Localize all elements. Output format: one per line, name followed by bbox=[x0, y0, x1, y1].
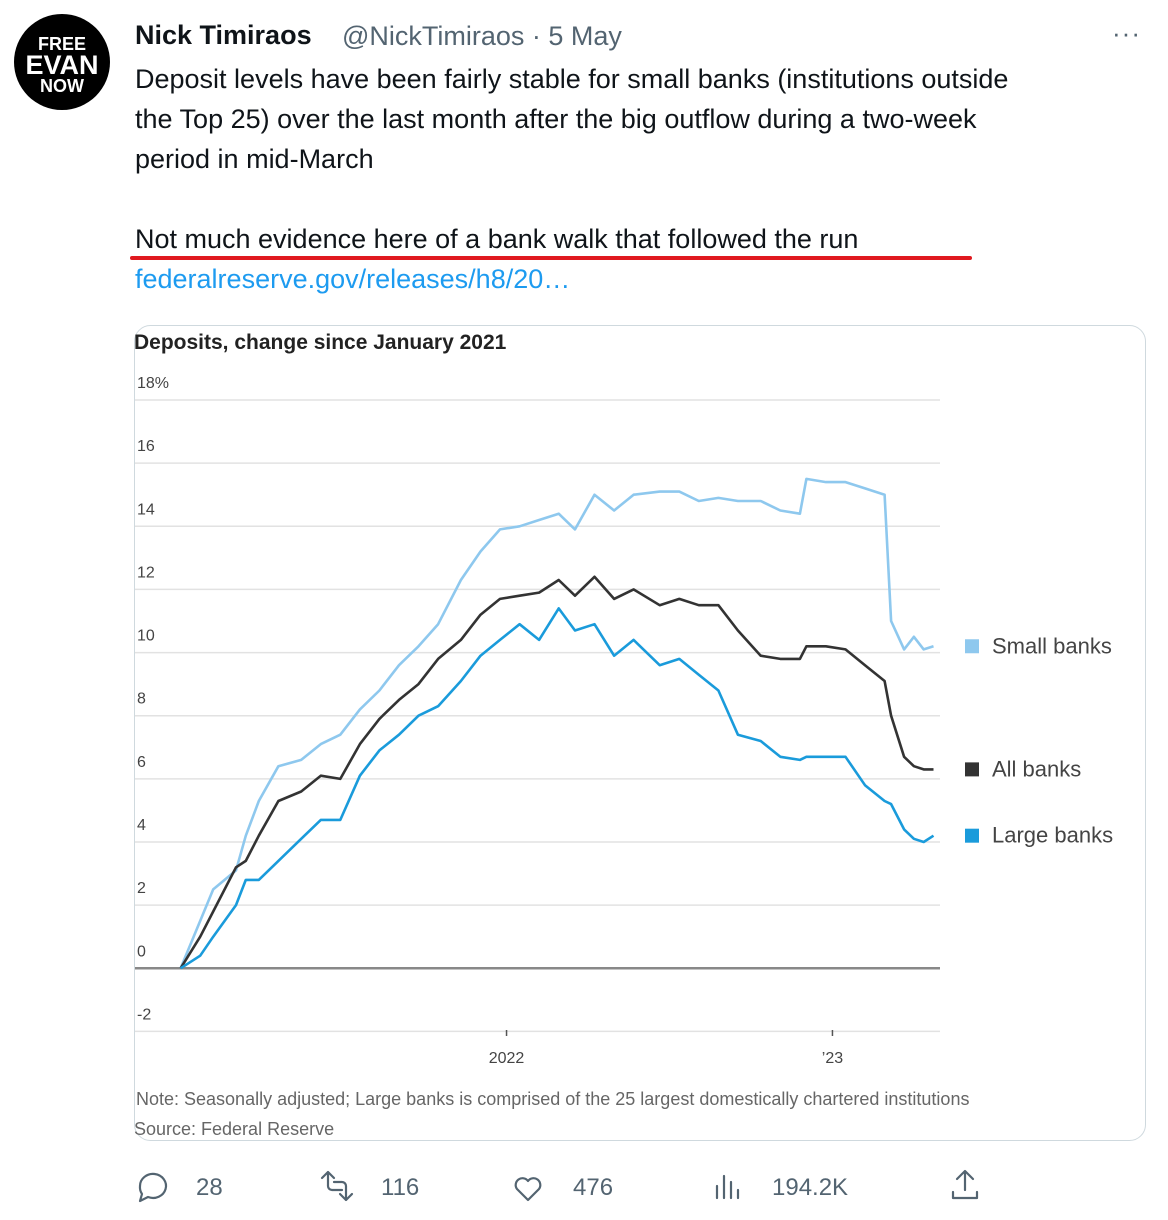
y-tick-label: 8 bbox=[137, 691, 146, 708]
y-tick-label: 4 bbox=[137, 817, 146, 834]
tweet-text: Not much evidence here of a bank walk th… bbox=[135, 224, 859, 254]
views-icon[interactable] bbox=[715, 1174, 740, 1200]
avatar-text: EVAN bbox=[25, 50, 99, 80]
legend-swatch bbox=[965, 762, 979, 777]
avatar-text: NOW bbox=[40, 76, 84, 96]
series-line bbox=[179, 575, 934, 969]
tweet-text: period in mid-March bbox=[135, 144, 374, 174]
more-menu[interactable]: ··· bbox=[1112, 18, 1141, 48]
author-handle[interactable]: @NickTimiraos · 5 May bbox=[342, 21, 622, 51]
y-tick-label: 2 bbox=[137, 880, 146, 897]
series-line bbox=[179, 477, 934, 969]
retweet-icon[interactable] bbox=[320, 1170, 354, 1202]
legend-swatch bbox=[965, 639, 979, 654]
chart: Deposits, change since January 2021 Note… bbox=[134, 325, 1146, 1141]
reply-count[interactable]: 28 bbox=[196, 1174, 223, 1201]
legend-label: Small banks bbox=[992, 633, 1112, 658]
legend-label: All banks bbox=[992, 756, 1081, 781]
legend-label: Large banks bbox=[992, 823, 1113, 848]
x-tick-label: 2022 bbox=[489, 1050, 525, 1067]
red-underline bbox=[130, 256, 972, 260]
tweet-link[interactable]: federalreserve.gov/releases/h8/20… bbox=[135, 264, 571, 294]
y-tick-label: 6 bbox=[137, 754, 146, 771]
y-tick-label: 18% bbox=[137, 375, 169, 392]
author-name[interactable]: Nick Timiraos bbox=[135, 20, 312, 50]
avatar-text: FREE bbox=[37, 34, 86, 54]
share-icon[interactable] bbox=[951, 1169, 979, 1200]
x-tick-label: ’23 bbox=[822, 1050, 843, 1067]
y-tick-label: 0 bbox=[137, 943, 146, 960]
chart-source: Source: Federal Reserve bbox=[134, 1119, 334, 1139]
tweet-text: Deposit levels have been fairly stable f… bbox=[135, 64, 1009, 94]
y-tick-label: 16 bbox=[137, 438, 155, 455]
y-tick-label: 10 bbox=[137, 628, 155, 645]
legend-swatch bbox=[965, 828, 979, 843]
y-tick-label: 12 bbox=[137, 564, 155, 581]
chart-note: Note: Seasonally adjusted; Large banks i… bbox=[136, 1089, 969, 1109]
tweet-text: the Top 25) over the last month after th… bbox=[135, 104, 977, 134]
retweet-count[interactable]: 116 bbox=[381, 1174, 420, 1201]
view-count[interactable]: 194.2K bbox=[772, 1174, 849, 1201]
y-tick-label: -2 bbox=[137, 1006, 151, 1023]
reply-icon[interactable] bbox=[138, 1172, 168, 1203]
series-line bbox=[179, 607, 935, 970]
chart-title: Deposits, change since January 2021 bbox=[134, 331, 507, 354]
like-icon[interactable] bbox=[514, 1177, 542, 1202]
avatar[interactable]: FREE EVAN NOW bbox=[14, 14, 110, 110]
like-count[interactable]: 476 bbox=[573, 1174, 614, 1201]
y-tick-label: 14 bbox=[137, 501, 155, 518]
chart-frame bbox=[134, 325, 1146, 1141]
